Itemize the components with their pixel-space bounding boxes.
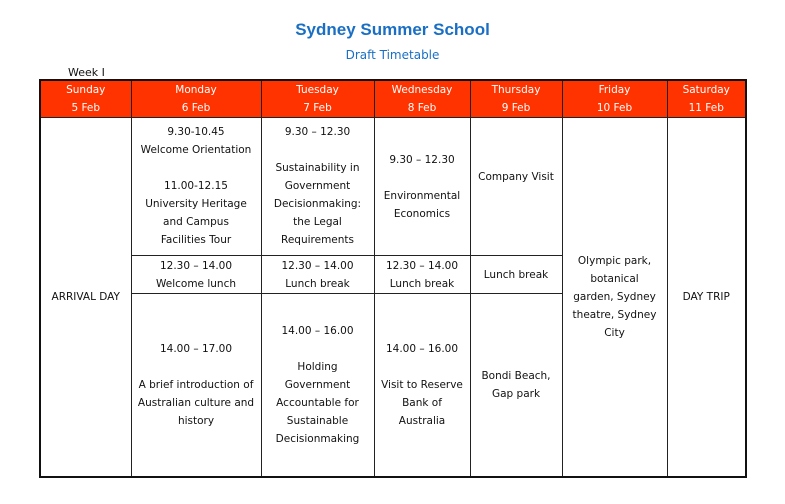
page-title: Sydney Summer School <box>295 20 490 39</box>
page-subtitle: Draft Timetable <box>345 48 440 62</box>
header-friday: Friday 10 Feb <box>561 79 668 118</box>
friday-cell: Olympic park, botanical garden, Sydney t… <box>561 117 668 477</box>
tuesday-lunch: 12.30 – 14.00 Lunch break <box>260 255 375 294</box>
saturday-cell: DAY TRIP <box>666 117 747 477</box>
week-label: Week I <box>68 66 105 79</box>
header-row: Sunday 5 Feb Monday 6 Feb Tuesday 7 Feb Wed… <box>39 79 747 118</box>
timetable: Sunday 5 Feb Monday 6 Feb Tuesday 7 Feb Wed… <box>39 79 747 478</box>
tuesday-morning: 9.30 – 12.30 Sustainability in Government… <box>260 117 375 256</box>
wednesday-afternoon: 14.00 – 16.00 Visit to Reserve Bank of Au… <box>373 293 471 477</box>
monday-lunch: 12.30 – 14.00 Welcome lunch <box>130 255 262 294</box>
morning-row: ARRIVAL DAY 9.30-10.45 Welcome Orientatio… <box>39 117 747 477</box>
sunday-cell: ARRIVAL DAY <box>39 117 132 477</box>
header-tuesday: Tuesday 7 Feb <box>260 79 375 118</box>
thursday-lunch: Lunch break <box>469 255 563 294</box>
thursday-afternoon: Bondi Beach, Gap park <box>469 293 563 477</box>
afternoon-row: 14.00 – 17.00 A brief introduction of Aus… <box>40 293 746 477</box>
header-wednesday: Wednesday 8 Feb <box>373 79 471 118</box>
header-saturday: Saturday 11 Feb <box>666 79 747 118</box>
wednesday-morning: 9.30 – 12.30 Environmental Economics <box>373 117 471 256</box>
thursday-morning: Company Visit <box>469 117 563 256</box>
wednesday-lunch: 12.30 – 14.00 Lunch break <box>373 255 471 294</box>
monday-morning: 9.30-10.45 Welcome Orientation 11.00-12.1… <box>130 117 262 256</box>
lunch-row: 12.30 – 14.00 Welcome lunch 12.30 – 14.00… <box>40 255 746 294</box>
monday-afternoon: 14.00 – 17.00 A brief introduction of Aus… <box>130 293 262 477</box>
header-thursday: Thursday 9 Feb <box>469 79 563 118</box>
header-monday: Monday 6 Feb <box>130 79 262 118</box>
tuesday-afternoon: 14.00 – 16.00 Holding Government Accounta… <box>260 293 375 477</box>
header-sunday: Sunday 5 Feb <box>39 79 132 118</box>
